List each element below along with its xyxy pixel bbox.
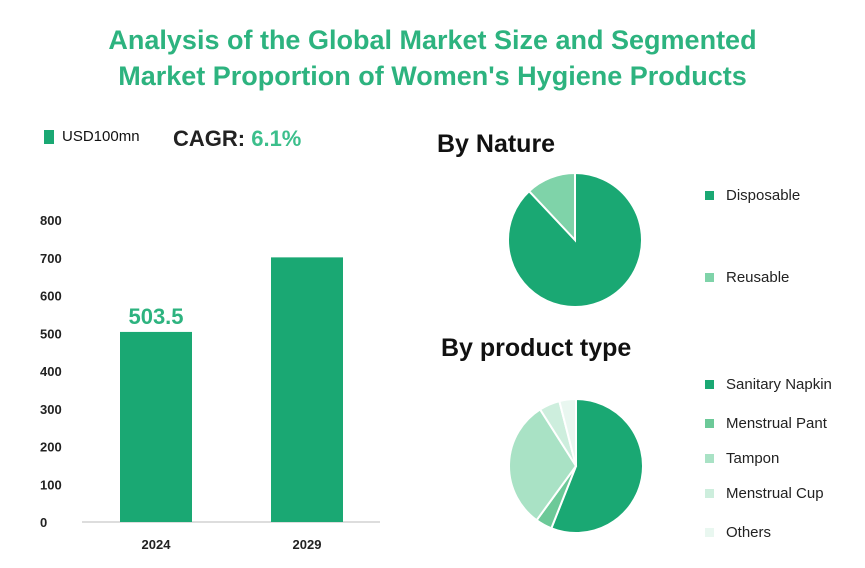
bar-2024 [120, 331, 192, 522]
data-label: 503.5 [128, 304, 183, 329]
y-tick-label: 400 [40, 364, 62, 379]
legend-label: Menstrual Pant [726, 415, 827, 432]
legend-swatch [705, 489, 714, 498]
legend-swatch [705, 419, 714, 428]
legend-label: Others [726, 524, 772, 541]
y-tick-label: 200 [40, 440, 62, 455]
legend-swatch [705, 191, 714, 200]
y-tick-label: 300 [40, 402, 62, 417]
pie-type [508, 397, 644, 534]
pie-slice-others [558, 397, 577, 467]
legend-item: Others [705, 524, 771, 541]
unit-legend: USD100mn [44, 128, 140, 145]
pie-nature-title: By Nature [437, 130, 556, 158]
y-tick-label: 800 [40, 213, 62, 228]
legend-label: Reusable [726, 269, 790, 286]
y-tick-label: 600 [40, 289, 62, 304]
y-tick-label: 700 [40, 251, 62, 266]
title-line-2: Market Proportion of Women's Hygiene Pro… [118, 61, 747, 91]
legend-swatch [705, 454, 714, 463]
bar-2029 [271, 257, 343, 522]
cagr: CAGR: 6.1% [173, 126, 301, 152]
legend-label: Sanitary Napkin [726, 376, 832, 393]
y-tick-label: 0 [40, 515, 47, 530]
legend-swatch [705, 528, 714, 537]
bar-chart: 0 100 200 300 400 500 600 700 800 2024 503.5 2029 [40, 213, 380, 552]
unit-label: USD100mn [62, 128, 140, 145]
pie-slice-sanitary-napkin [550, 397, 644, 534]
legend-label: Menstrual Cup [726, 485, 824, 502]
legend-item: Menstrual Pant [705, 415, 827, 432]
legend-label: Tampon [726, 450, 780, 467]
legend-item: Disposable [705, 187, 800, 204]
x-tick-label: 2029 [293, 537, 322, 552]
cagr-label: CAGR: [173, 126, 252, 151]
legend-item: Tampon [705, 450, 779, 467]
x-tick-label: 2024 [142, 537, 172, 552]
legend-swatch [705, 380, 714, 389]
pie-type-title: By product type [441, 334, 632, 362]
chart-title: Analysis of the Global Market Size and S… [0, 22, 865, 94]
pie-slice-reusable [527, 171, 576, 243]
legend-label: Disposable [726, 187, 801, 204]
legend-swatch [705, 273, 714, 282]
title-line-1: Analysis of the Global Market Size and S… [108, 25, 757, 55]
cagr-value: 6.1% [251, 126, 302, 151]
pie-nature [507, 171, 643, 308]
y-tick-label: 100 [40, 477, 62, 492]
y-tick-label: 500 [40, 326, 62, 341]
pie-slice-tampon [508, 408, 578, 522]
legend-item: Sanitary Napkin [705, 376, 832, 393]
legend-item: Menstrual Cup [705, 485, 824, 502]
legend-item: Reusable [705, 269, 789, 286]
unit-legend-swatch [44, 129, 54, 144]
